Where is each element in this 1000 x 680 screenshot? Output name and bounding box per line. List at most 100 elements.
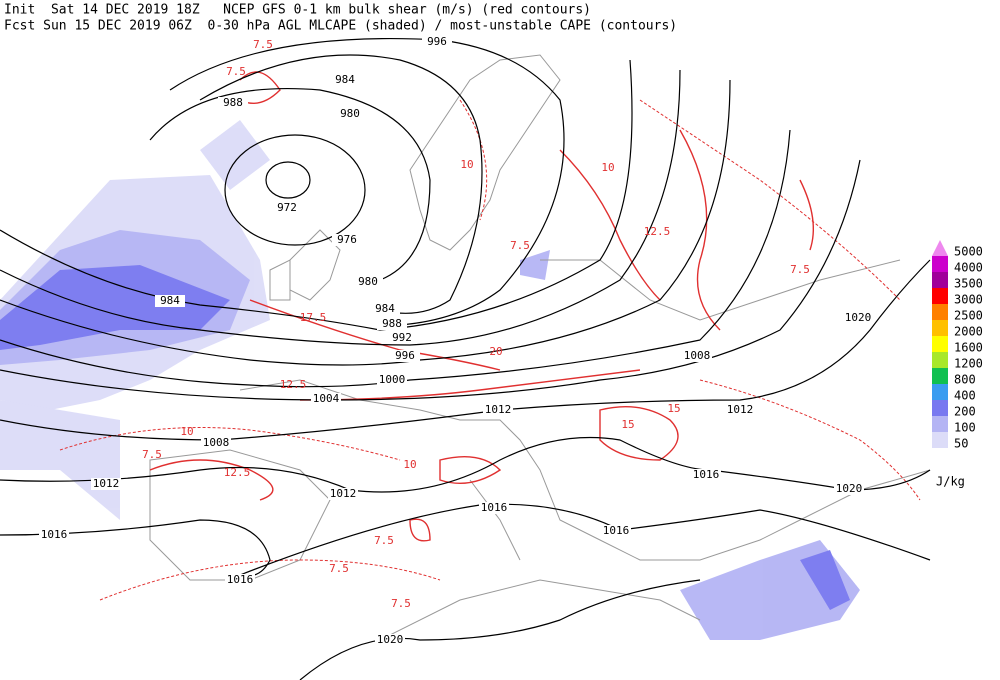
isobar-label: 992: [392, 331, 412, 344]
colorbar-label: 100: [954, 421, 976, 435]
cape-shading: [0, 120, 860, 640]
colorbar-arrow: [932, 240, 948, 256]
colorbar-box: [932, 432, 948, 448]
isobar-label: 984: [160, 294, 180, 307]
isobar-label: 996: [427, 35, 447, 48]
isobar-label-bg: [155, 295, 185, 307]
isobar-label: 1016: [603, 524, 630, 537]
shear-label: 7.5: [253, 38, 273, 51]
isobar-label: 1012: [485, 403, 512, 416]
shear-label: 7.5: [790, 263, 810, 276]
colorbar-label: 2000: [954, 325, 983, 339]
shear-label: 12.5: [644, 225, 671, 238]
colorbar-label: 400: [954, 389, 976, 403]
colorbar-unit: J/kg: [936, 475, 965, 489]
isobar-label-bg: [91, 478, 121, 490]
shear-label: 12.5: [280, 378, 307, 391]
isobar-label-bg: [201, 437, 231, 449]
shear-label: 7.5: [226, 65, 246, 78]
isobar-label-bg: [225, 574, 255, 586]
isobar-label-bg: [272, 202, 302, 214]
isobar-label: 988: [382, 317, 402, 330]
isobar-label-bg: [725, 404, 755, 416]
shear-label: 12.5: [224, 466, 251, 479]
colorbar-box: [932, 384, 948, 400]
colorbar-label: 4000: [954, 261, 983, 275]
shear-label: 15: [621, 418, 634, 431]
colorbar-label: 3000: [954, 293, 983, 307]
colorbar-box: [932, 320, 948, 336]
isobar-label: 980: [358, 275, 378, 288]
isobar-label-bg: [479, 502, 509, 514]
shear-label: 7.5: [510, 239, 530, 252]
isobar-label: 1020: [836, 482, 863, 495]
isobar-label-bg: [218, 97, 248, 109]
colorbar-label: 800: [954, 373, 976, 387]
isobar-label-bg: [332, 234, 362, 246]
shear-label: 7.5: [329, 562, 349, 575]
shear-label: 10: [180, 425, 193, 438]
isobar-label-bg: [328, 488, 358, 500]
isobar-label: 1008: [203, 436, 230, 449]
isobar-label-bg: [483, 404, 513, 416]
shear-label: 10: [403, 458, 416, 471]
isobar-label: 1016: [481, 501, 508, 514]
isobar-label: 1020: [845, 311, 872, 324]
isobar-label: 976: [337, 233, 357, 246]
isobar-label-bg: [370, 303, 400, 315]
isobars: [0, 38, 931, 680]
colorbar-label: 1200: [954, 357, 983, 371]
isobar-label-bg: [601, 525, 631, 537]
isobar-label: 1016: [41, 528, 68, 541]
isobar-label-bg: [377, 318, 407, 330]
isobar-label-bg: [335, 108, 365, 120]
isobar-label: 1004: [313, 392, 340, 405]
isobar-label-bg: [422, 36, 452, 48]
isobar-label: 1020: [377, 633, 404, 646]
colorbar-label: 2500: [954, 309, 983, 323]
colorbar-box: [932, 400, 948, 416]
isobar-label: 996: [395, 349, 415, 362]
header-init: Init Sat 14 DEC 2019 18Z NCEP GFS 0-1 km…: [4, 3, 591, 18]
isobar-label-bg: [682, 350, 712, 362]
shear-label: 10: [601, 161, 614, 174]
colorbar-label: 200: [954, 405, 976, 419]
shear-label: 20: [489, 345, 502, 358]
header-fcst: Fcst Sun 15 DEC 2019 06Z 0-30 hPa AGL ML…: [4, 19, 677, 34]
isobar-label-bg: [387, 332, 417, 344]
shear-label: 7.5: [391, 597, 411, 610]
colorbar-label: 3500: [954, 277, 983, 291]
isobar-label-bg: [353, 276, 383, 288]
isobar-label-bg: [691, 469, 721, 481]
isobar-label-bg: [390, 350, 420, 362]
isobar-label-bg: [377, 374, 407, 386]
isobar-label: 1008: [684, 349, 711, 362]
colorbar-box: [932, 288, 948, 304]
colorbar-box: [932, 336, 948, 352]
isobar-label: 1012: [93, 477, 120, 490]
isobar-label: 984: [335, 73, 355, 86]
isobar-label-bg: [39, 529, 69, 541]
colorbar-label: 1600: [954, 341, 983, 355]
colorbar-label: 5000: [954, 245, 983, 259]
isobar-label: 1016: [693, 468, 720, 481]
colorbar-box: [932, 272, 948, 288]
isobar-label: 972: [277, 201, 297, 214]
isobar-label-bg: [375, 634, 405, 646]
colorbar-box: [932, 368, 948, 384]
isobar-label: 1000: [379, 373, 406, 386]
isobar-label-bg: [834, 483, 864, 495]
isobar-label: 1016: [227, 573, 254, 586]
isobar-label: 984: [375, 302, 395, 315]
colorbar-box: [932, 256, 948, 272]
shear-label: 7.5: [374, 534, 394, 547]
isobar-label: 1012: [330, 487, 357, 500]
isobar-label: 980: [340, 107, 360, 120]
shear-label: 7.5: [142, 448, 162, 461]
colorbar-label: 50: [954, 437, 968, 451]
colorbar-box: [932, 352, 948, 368]
shear-label: 17.5: [300, 311, 327, 324]
isobar-label: 988: [223, 96, 243, 109]
